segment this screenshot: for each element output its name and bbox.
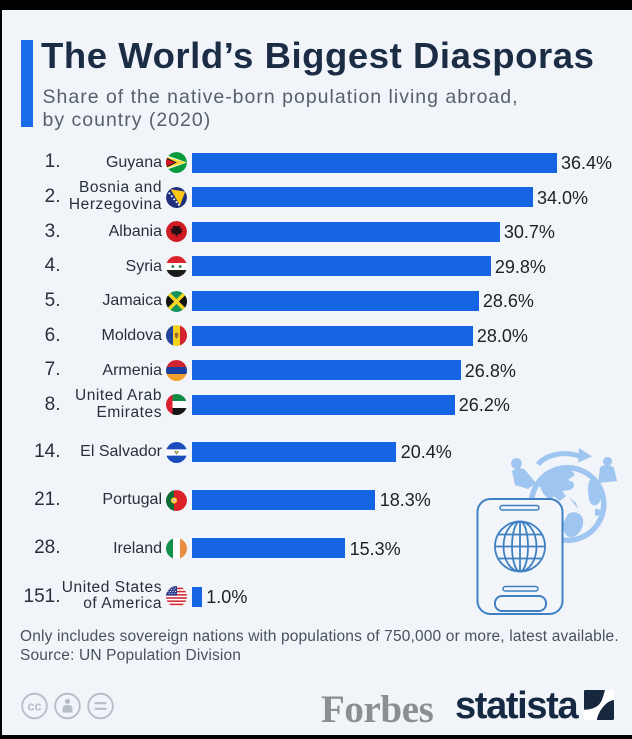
svg-text:cc: cc <box>28 699 42 713</box>
